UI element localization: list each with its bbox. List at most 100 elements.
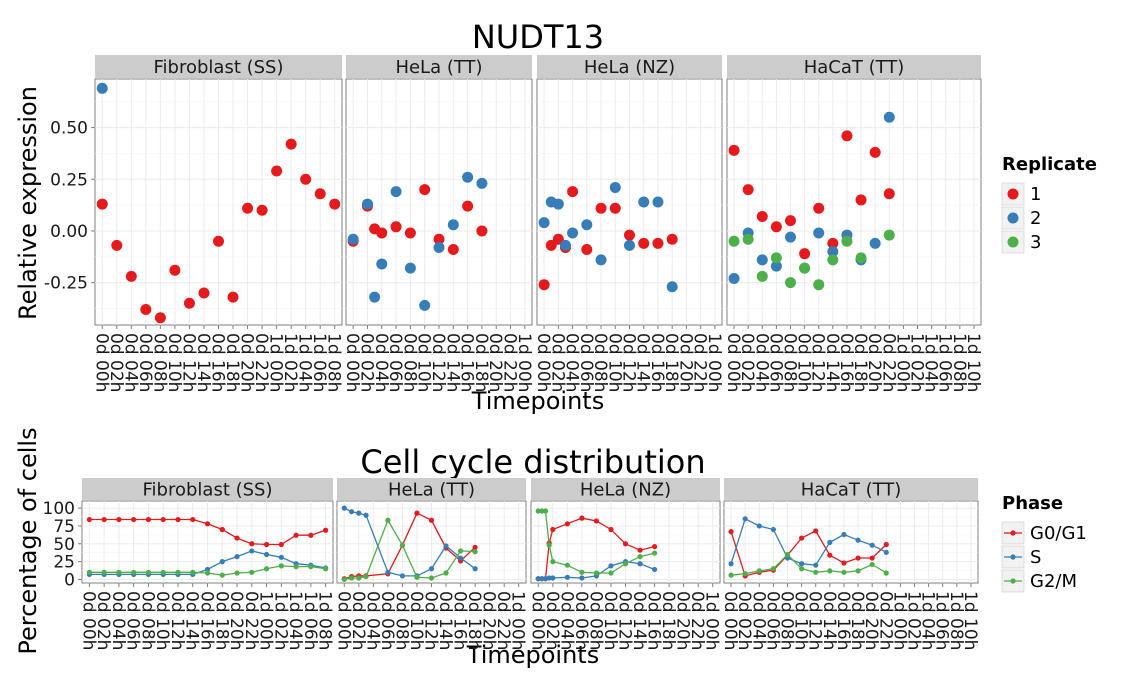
top-x-tick-label-0-0: 0d 00h: [91, 333, 111, 392]
bottom-y-tick-label-0: 0: [64, 570, 75, 590]
top-point-0-1: [111, 239, 123, 251]
bottom-x-tick-label-0-1: 0d 02h: [93, 591, 113, 650]
bottom-point-2-0-6: [579, 515, 585, 521]
top-chart-title: NUDT13: [472, 18, 604, 56]
top-point-3-3: [770, 221, 782, 233]
top-x-tick-label-0-6: 0d 12h: [178, 333, 198, 392]
bottom-point-3-1-10: [869, 542, 875, 548]
bottom-point-2-2-5: [564, 562, 570, 568]
bottom-point-0-0-3: [131, 516, 137, 523]
top-x-tick-label-2-5: 0d 10h: [604, 333, 624, 392]
top-x-tick-label-3-7: 0d 14h: [822, 333, 842, 392]
top-point-0-3: [140, 303, 152, 315]
bottom-point-0-2-6: [175, 569, 181, 575]
top-strip-label-2: HeLa (NZ): [584, 57, 675, 78]
bottom-point-0-0-14: [293, 532, 299, 538]
bottom-point-0-2-8: [204, 570, 211, 576]
bottom-x-tick-label-3-8: 0d 16h: [833, 591, 853, 650]
top-x-tick-label-1-2: 0d 04h: [371, 333, 391, 392]
bottom-point-0-0-0: [86, 516, 92, 523]
top-y-tick-label-1: 0.00: [50, 222, 88, 242]
bottom-point-3-0-10: [869, 555, 875, 561]
bottom-x-tick-label-3-12: 1d 00h: [889, 591, 909, 650]
bottom-point-1-1-8: [443, 543, 449, 549]
top-x-tick-label-3-8: 0d 16h: [836, 333, 856, 392]
bottom-point-2-0-10: [637, 547, 643, 553]
top-x-tick-label-2-6: 0d 12h: [619, 333, 639, 392]
bottom-x-tick-label-1-12: 1d 00h: [508, 591, 528, 650]
bottom-point-1-2-4: [385, 517, 391, 523]
top-x-tick-label-0-9: 0d 18h: [222, 333, 242, 392]
bottom-point-3-2-4: [784, 551, 791, 558]
top-strip-label-1: HeLa (TT): [395, 57, 482, 78]
top-x-tick-label-3-4: 0d 08h: [780, 333, 800, 392]
bottom-x-tick-label-2-5: 0d 10h: [600, 591, 620, 650]
top-point-0-14: [300, 173, 312, 185]
bottom-x-tick-label-1-3: 0d 06h: [377, 591, 397, 650]
top-x-tick-label-0-8: 0d 16h: [208, 333, 228, 392]
top-panel-bg-3: [726, 78, 982, 326]
bottom-point-1-2-9: [457, 548, 464, 554]
bottom-point-2-1-3: [546, 575, 552, 581]
top-point-0-0: [96, 198, 108, 210]
bottom-point-3-2-0: [728, 572, 734, 578]
top-x-tick-label-1-1: 0d 02h: [356, 333, 376, 392]
bottom-legend-swatch-0: [1010, 530, 1016, 536]
bottom-x-tick-label-2-10: 0d 20h: [673, 591, 693, 650]
top-x-tick-label-3-5: 0d 10h: [794, 333, 814, 392]
bottom-x-tick-label-3-14: 1d 04h: [918, 591, 938, 650]
bottom-x-tick-label-3-0: 0d 00h: [720, 591, 740, 650]
bottom-point-2-2-10: [637, 554, 643, 560]
bottom-y-tick-label-2: 50: [53, 535, 75, 555]
bottom-x-tick-label-3-17: 1d 10h: [960, 591, 980, 650]
bottom-point-0-0-8: [204, 521, 211, 527]
bottom-x-tick-label-2-4: 0d 08h: [585, 591, 605, 650]
bottom-x-tick-label-3-16: 1d 08h: [946, 591, 966, 650]
bottom-point-3-2-8: [841, 569, 847, 575]
bottom-strip-label-3: HaCaT (TT): [801, 480, 902, 501]
bottom-legend-label-2: G2/M: [1030, 571, 1077, 592]
top-point-3-5: [799, 248, 811, 260]
bottom-point-1-1-0: [341, 505, 347, 511]
top-x-tick-label-2-12: 1d 00h: [704, 333, 724, 392]
bottom-x-tick-label-3-4: 0d 08h: [777, 591, 797, 650]
bottom-point-2-2-0: [535, 508, 541, 514]
top-x-tick-label-3-6: 0d 12h: [808, 333, 828, 392]
bottom-x-axis-title: Timepoints: [466, 641, 599, 669]
top-legend-swatch-0: [1007, 188, 1019, 200]
top-x-tick-label-3-15: 1d 06h: [935, 333, 955, 392]
top-x-tick-label-0-16: 1d 08h: [324, 333, 344, 392]
bottom-x-tick-label-0-0: 0d 00h: [78, 591, 98, 650]
top-point-1-16: [404, 262, 416, 274]
bottom-point-0-0-12: [263, 541, 270, 548]
bottom-point-0-1-13: [278, 554, 284, 560]
top-point-1-15: [390, 186, 402, 198]
top-point-2-0: [538, 279, 550, 291]
bottom-point-1-1-9: [457, 555, 464, 561]
bottom-point-0-0-2: [116, 516, 122, 523]
bottom-point-0-0-13: [278, 541, 284, 548]
bottom-x-tick-label-0-6: 0d 12h: [167, 591, 187, 650]
bottom-x-tick-label-1-2: 0d 04h: [362, 591, 382, 650]
top-point-3-16: [785, 231, 796, 243]
top-y-tick-label-2: 0.25: [50, 170, 88, 190]
bottom-point-0-2-1: [101, 569, 107, 575]
bottom-x-tick-label-3-13: 1d 02h: [904, 591, 924, 650]
top-point-1-3: [376, 227, 388, 239]
bottom-point-3-0-5: [799, 535, 805, 541]
top-point-0-9: [227, 291, 239, 303]
bottom-point-1-1-4: [385, 569, 391, 575]
top-point-3-15: [770, 260, 782, 272]
bottom-point-3-2-3: [770, 566, 776, 572]
bottom-point-0-1-10: [234, 554, 240, 560]
bottom-point-3-2-9: [855, 568, 861, 574]
top-point-1-10: [476, 225, 488, 237]
top-point-3-27: [770, 252, 782, 264]
bottom-point-3-1-5: [799, 561, 805, 567]
top-x-tick-label-3-11: 0d 22h: [878, 333, 898, 392]
bottom-point-0-2-2: [116, 569, 122, 575]
bottom-point-0-2-10: [234, 570, 240, 576]
top-point-2-8: [624, 229, 635, 241]
top-point-3-33: [855, 252, 867, 264]
top-x-tick-label-1-7: 0d 14h: [442, 333, 462, 392]
